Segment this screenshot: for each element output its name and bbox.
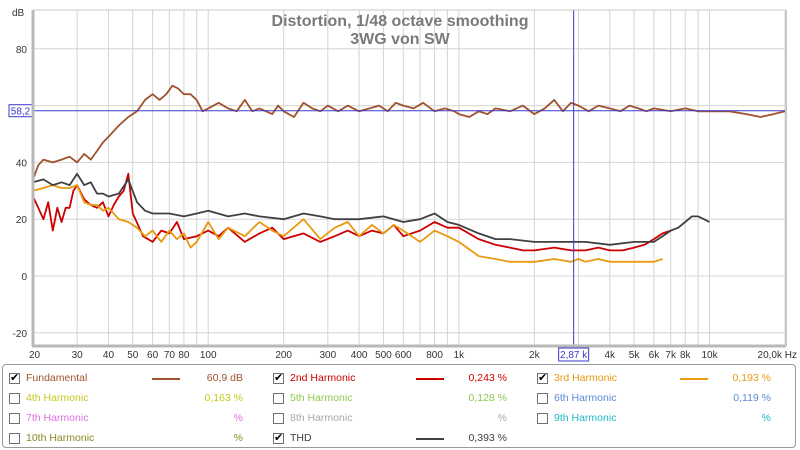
legend-label: 3rd Harmonic bbox=[554, 372, 618, 384]
legend-item-7th-harmonic[interactable]: 7th Harmonic bbox=[9, 408, 88, 428]
legend-line-swatch bbox=[416, 438, 444, 440]
legend-label: 7th Harmonic bbox=[26, 412, 89, 424]
legend-label: 9th Harmonic bbox=[554, 412, 617, 424]
legend-value: % bbox=[233, 432, 243, 444]
y-tick-label: 40 bbox=[16, 158, 28, 169]
series-line-3rd-harmonic bbox=[32, 184, 663, 263]
legend-item-4th-harmonic[interactable]: 4th Harmonic bbox=[9, 388, 88, 408]
x-tick-label: 400 bbox=[351, 350, 368, 361]
legend-item-10th-harmonic[interactable]: 10th Harmonic bbox=[9, 428, 94, 448]
x-tick-label: 7k bbox=[665, 350, 677, 361]
y-tick-label: 0 bbox=[21, 272, 27, 283]
x-tick-label: 100 bbox=[200, 350, 217, 361]
legend-checkbox-6th-harmonic[interactable] bbox=[537, 392, 548, 404]
legend-value: 0,128 % bbox=[468, 392, 507, 404]
legend-checkbox-5th-harmonic[interactable] bbox=[273, 392, 284, 404]
cursor-x-readout: 2,87 k bbox=[560, 350, 588, 361]
legend-line-swatch bbox=[152, 378, 180, 380]
x-tick-label: 30 bbox=[72, 350, 84, 361]
legend-item-thd[interactable]: THD bbox=[273, 428, 312, 448]
legend-checkbox-fundamental[interactable] bbox=[9, 371, 20, 384]
legend-value: % bbox=[497, 412, 507, 424]
legend-checkbox-4th-harmonic[interactable] bbox=[9, 392, 20, 404]
legend-value: 0,393 % bbox=[468, 432, 507, 444]
y-axis-label: dB bbox=[12, 8, 25, 19]
x-tick-label: 1k bbox=[454, 350, 466, 361]
legend-label: Fundamental bbox=[26, 372, 88, 384]
x-tick-label: 5k bbox=[629, 350, 641, 361]
legend-item-6th-harmonic[interactable]: 6th Harmonic bbox=[537, 388, 616, 408]
cursor-x-readout-box bbox=[558, 347, 590, 362]
legend-label: 4th Harmonic bbox=[26, 392, 89, 404]
legend-panel: Fundamental 60,9 dB 2nd Harmonic 0,243 % 3rd… bbox=[2, 364, 796, 448]
legend-checkbox-8th-harmonic[interactable] bbox=[273, 412, 284, 424]
grid-lines bbox=[32, 10, 786, 345]
legend-item-3rd-harmonic[interactable]: 3rd Harmonic bbox=[537, 368, 617, 388]
legend-checkbox-thd[interactable] bbox=[273, 431, 284, 444]
legend-label: 10th Harmonic bbox=[26, 432, 95, 444]
x-tick-label: 6k bbox=[649, 350, 661, 361]
x-tick-label: 300 bbox=[319, 350, 336, 361]
series-lines bbox=[32, 84, 786, 263]
legend-checkbox-7th-harmonic[interactable] bbox=[9, 412, 20, 424]
x-tick-label: 600 bbox=[395, 350, 412, 361]
x-axis-ticks: 20 30 40 50 60 70 80 100 200 300 400 500 600 800 1k 2k 4… bbox=[29, 350, 797, 361]
legend-label: 5th Harmonic bbox=[290, 392, 353, 404]
x-tick-label: 2k bbox=[529, 350, 541, 361]
chart-subtitle: 3WG von SW bbox=[350, 31, 450, 48]
legend-item-2nd-harmonic[interactable]: 2nd Harmonic bbox=[273, 368, 355, 388]
x-tick-label: 4k bbox=[605, 350, 617, 361]
legend-value: % bbox=[233, 412, 243, 424]
x-tick-label: 800 bbox=[426, 350, 443, 361]
x-tick-label: 200 bbox=[275, 350, 292, 361]
x-tick-label: 500 bbox=[375, 350, 392, 361]
legend-label: THD bbox=[290, 432, 312, 444]
x-tick-label: 20,0k Hz bbox=[758, 350, 797, 361]
series-line-fundamental bbox=[32, 84, 786, 180]
cursor[interactable]: 58,2 2,87 k bbox=[8, 10, 785, 362]
cursor-y-readout: 58,2 bbox=[11, 107, 31, 118]
legend-checkbox-3rd-harmonic[interactable] bbox=[537, 371, 548, 384]
plot-area[interactable] bbox=[33, 10, 785, 345]
x-tick-label: 20 bbox=[29, 350, 41, 361]
x-tick-label: 60 bbox=[147, 350, 159, 361]
legend-label: 2nd Harmonic bbox=[290, 372, 356, 384]
y-tick-label: 20 bbox=[16, 215, 28, 226]
x-tick-label: 40 bbox=[103, 350, 115, 361]
legend-label: 6th Harmonic bbox=[554, 392, 617, 404]
legend-item-fundamental[interactable]: Fundamental bbox=[9, 368, 87, 388]
legend-item-8th-harmonic[interactable]: 8th Harmonic bbox=[273, 408, 352, 428]
x-tick-label: 50 bbox=[127, 350, 139, 361]
legend-line-swatch bbox=[680, 378, 708, 380]
legend-value: % bbox=[761, 412, 771, 424]
chart-title: Distortion, 1/48 octave smoothing bbox=[272, 13, 529, 30]
legend-label: 8th Harmonic bbox=[290, 412, 353, 424]
y-axis-ticks: -20 0 20 40 80 bbox=[13, 45, 28, 340]
y-tick-label: -20 bbox=[13, 329, 28, 340]
legend-checkbox-2nd-harmonic[interactable] bbox=[273, 371, 284, 384]
x-tick-label: 80 bbox=[178, 350, 190, 361]
series-line-thd bbox=[32, 172, 710, 246]
legend-item-9th-harmonic[interactable]: 9th Harmonic bbox=[537, 408, 616, 428]
legend-value: 60,9 dB bbox=[206, 372, 243, 384]
x-tick-label: 70 bbox=[164, 350, 176, 361]
y-tick-label: 80 bbox=[16, 45, 28, 56]
legend-value: 0,193 % bbox=[732, 372, 771, 384]
legend-value: 0,243 % bbox=[468, 372, 507, 384]
legend-line-swatch bbox=[416, 378, 444, 380]
x-tick-label: 10k bbox=[701, 350, 718, 361]
legend-checkbox-9th-harmonic[interactable] bbox=[537, 412, 548, 424]
legend-value: 0,163 % bbox=[204, 392, 243, 404]
x-tick-label: 8k bbox=[680, 350, 692, 361]
legend-value: 0,119 % bbox=[733, 392, 771, 404]
legend-item-5th-harmonic[interactable]: 5th Harmonic bbox=[273, 388, 352, 408]
legend-checkbox-10th-harmonic[interactable] bbox=[9, 432, 20, 444]
